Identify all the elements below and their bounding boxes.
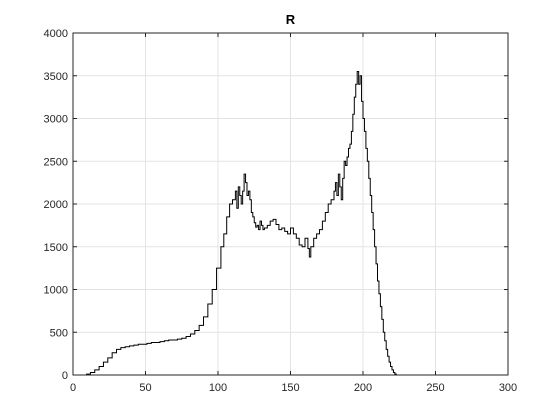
- y-tick-label: 3000: [44, 114, 68, 126]
- y-tick-label: 1500: [44, 242, 68, 254]
- x-tick-label: 0: [70, 382, 76, 394]
- x-tick-label: 200: [354, 382, 372, 394]
- chart-title: R: [286, 12, 296, 27]
- y-tick-label: 2500: [44, 156, 68, 168]
- x-tick-label: 250: [426, 382, 444, 394]
- x-tick-label: 100: [209, 382, 227, 394]
- y-tick-labels: 0 500 1000 1500 2000 2500 3000 3500 4000: [44, 28, 68, 382]
- y-tick-label: 0: [62, 370, 68, 382]
- y-tick-label: 1000: [44, 285, 68, 297]
- y-tick-label: 500: [50, 327, 68, 339]
- x-tick-label: 150: [281, 382, 299, 394]
- x-tick-labels: 0 50 100 150 200 250 300: [70, 382, 517, 394]
- y-tick-label: 4000: [44, 28, 68, 40]
- y-tick-label: 3500: [44, 71, 68, 83]
- x-tick-label: 300: [499, 382, 517, 394]
- x-tick-label: 50: [139, 382, 151, 394]
- y-tick-label: 2000: [44, 199, 68, 211]
